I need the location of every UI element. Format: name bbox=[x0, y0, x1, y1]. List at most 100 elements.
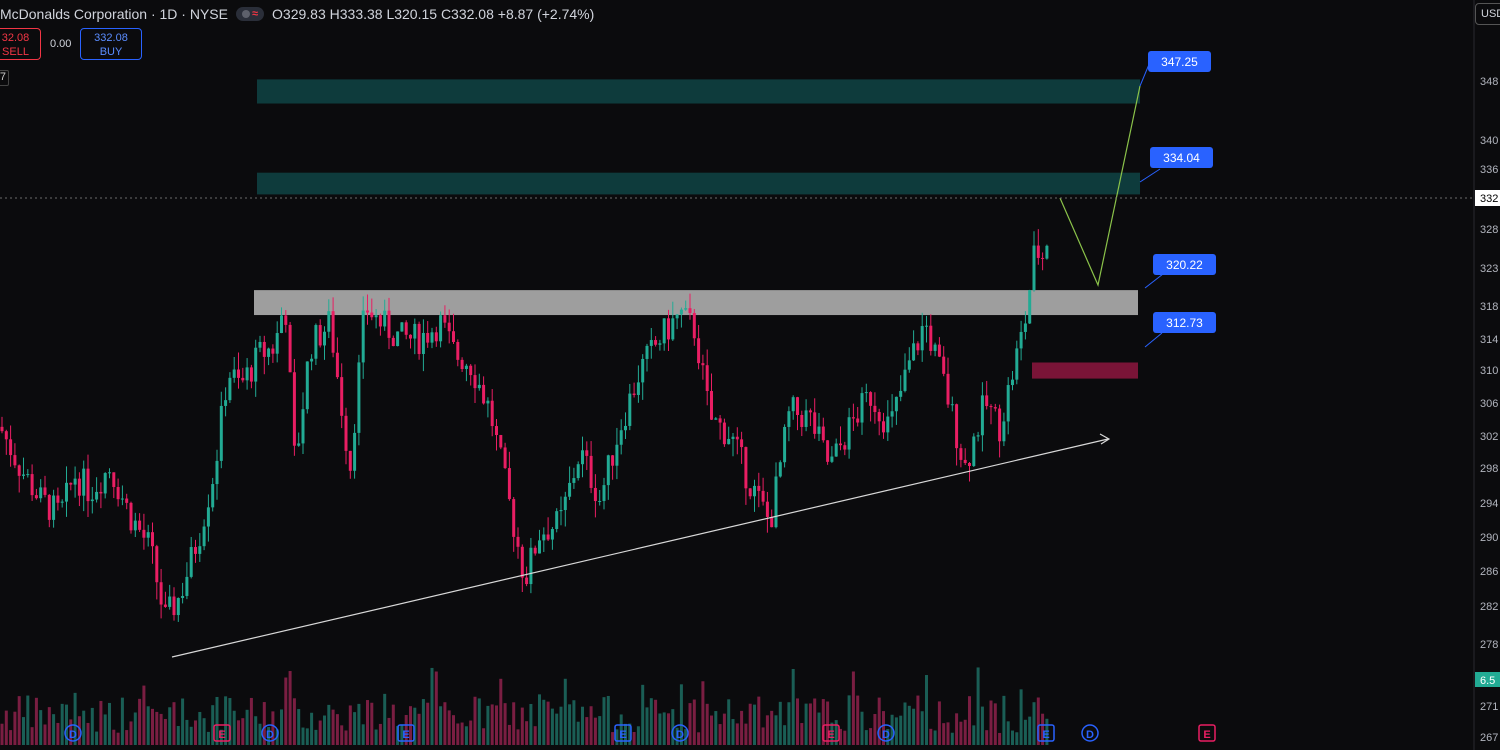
candle bbox=[9, 439, 13, 456]
candle bbox=[830, 456, 834, 462]
candle bbox=[589, 455, 593, 488]
candle bbox=[327, 311, 331, 332]
volume-bar bbox=[636, 726, 640, 745]
volume-bar bbox=[955, 713, 959, 745]
volume-bar bbox=[731, 719, 735, 745]
candle bbox=[116, 487, 120, 500]
volume-bar bbox=[361, 724, 365, 745]
volume-bar bbox=[925, 675, 928, 745]
buy-label: BUY bbox=[99, 46, 123, 58]
candle bbox=[649, 340, 653, 346]
candle bbox=[882, 421, 885, 433]
volume-bar bbox=[839, 728, 842, 745]
dividend-icon[interactable] bbox=[1081, 724, 1099, 742]
volume-bar bbox=[662, 712, 666, 745]
sell-button[interactable]: 32.08 SELL bbox=[0, 28, 41, 60]
volume-bar bbox=[856, 695, 860, 745]
volume-bar bbox=[525, 721, 529, 745]
candle bbox=[258, 341, 262, 348]
earnings-icon[interactable] bbox=[1037, 724, 1055, 742]
candle bbox=[959, 448, 963, 460]
stop-zone[interactable] bbox=[1032, 362, 1138, 379]
candle bbox=[417, 323, 421, 354]
candle bbox=[52, 495, 56, 520]
sell-label: SELL bbox=[2, 46, 29, 58]
symbol-title[interactable]: McDonalds Corporation · 1D · NYSE bbox=[0, 6, 228, 22]
volume-bar bbox=[980, 706, 984, 745]
candle bbox=[783, 426, 787, 463]
earnings-icon[interactable] bbox=[614, 724, 632, 742]
candle bbox=[658, 343, 662, 345]
event-letter: D bbox=[69, 729, 77, 741]
price-label-box[interactable] bbox=[1153, 312, 1216, 333]
candle bbox=[636, 382, 640, 395]
upcoming-earnings-icon[interactable] bbox=[1198, 724, 1216, 742]
volume-bar bbox=[624, 723, 627, 745]
candle bbox=[516, 536, 520, 547]
volume-bar bbox=[26, 695, 30, 745]
candle bbox=[968, 462, 971, 466]
volume-bar bbox=[383, 693, 387, 745]
volume-bar bbox=[998, 732, 1002, 745]
price-label-box[interactable] bbox=[1148, 51, 1211, 72]
currency-selector[interactable]: USD bbox=[1475, 3, 1500, 25]
candle bbox=[916, 343, 920, 351]
volume-bar bbox=[667, 713, 670, 745]
volume-bar bbox=[245, 709, 249, 745]
price-label-box[interactable] bbox=[1150, 147, 1213, 168]
target-zone-upper[interactable] bbox=[257, 79, 1140, 104]
volume-bar bbox=[288, 671, 292, 745]
volume-bar bbox=[761, 727, 765, 745]
earnings-icon[interactable] bbox=[213, 724, 231, 742]
volume-bar bbox=[907, 705, 911, 745]
volume-bar bbox=[254, 716, 258, 745]
volume-bar bbox=[550, 708, 554, 745]
small-box[interactable]: 7 bbox=[0, 70, 9, 86]
candle bbox=[228, 377, 232, 401]
y-tick-label: 294 bbox=[1480, 498, 1498, 510]
dividend-icon[interactable] bbox=[64, 724, 82, 742]
candle bbox=[817, 426, 821, 434]
volume-bar bbox=[370, 702, 374, 745]
volume-bar bbox=[899, 715, 903, 745]
event-letter: E bbox=[827, 729, 834, 741]
volume-bar bbox=[1028, 716, 1032, 745]
candle bbox=[490, 400, 494, 427]
candle bbox=[387, 310, 391, 338]
volume-bar bbox=[495, 705, 498, 745]
candle bbox=[370, 312, 374, 318]
candle bbox=[946, 373, 950, 405]
dividend-icon[interactable] bbox=[671, 724, 689, 742]
volume-bar bbox=[697, 732, 701, 745]
candle bbox=[925, 325, 928, 327]
buy-button[interactable]: 332.08 BUY bbox=[80, 28, 142, 60]
volume-bar bbox=[886, 729, 890, 745]
candle bbox=[202, 526, 206, 547]
candle bbox=[310, 358, 314, 362]
y-tick-label: 318 bbox=[1480, 301, 1498, 313]
candle bbox=[555, 511, 559, 530]
volume-bar bbox=[103, 714, 107, 745]
dividend-icon[interactable] bbox=[877, 724, 895, 742]
candle bbox=[26, 474, 30, 476]
support-zone[interactable] bbox=[254, 290, 1138, 316]
y-tick-label: 278 bbox=[1480, 639, 1498, 651]
volume-bar bbox=[34, 697, 38, 745]
candle bbox=[550, 529, 554, 540]
candle bbox=[331, 311, 335, 353]
candle bbox=[366, 310, 369, 313]
volume-bar bbox=[202, 718, 206, 745]
volume-bar bbox=[611, 732, 615, 745]
indicator-toggle[interactable]: ≈ bbox=[235, 7, 265, 21]
candle bbox=[576, 464, 580, 479]
volume-bar bbox=[774, 715, 778, 745]
earnings-icon[interactable] bbox=[397, 724, 415, 742]
candle bbox=[464, 365, 468, 369]
candle bbox=[181, 595, 185, 599]
candle bbox=[821, 426, 825, 441]
price-label-box[interactable] bbox=[1153, 254, 1216, 275]
target-zone-mid[interactable] bbox=[257, 172, 1140, 195]
earnings-icon[interactable] bbox=[822, 724, 840, 742]
dividend-icon[interactable] bbox=[261, 724, 279, 742]
